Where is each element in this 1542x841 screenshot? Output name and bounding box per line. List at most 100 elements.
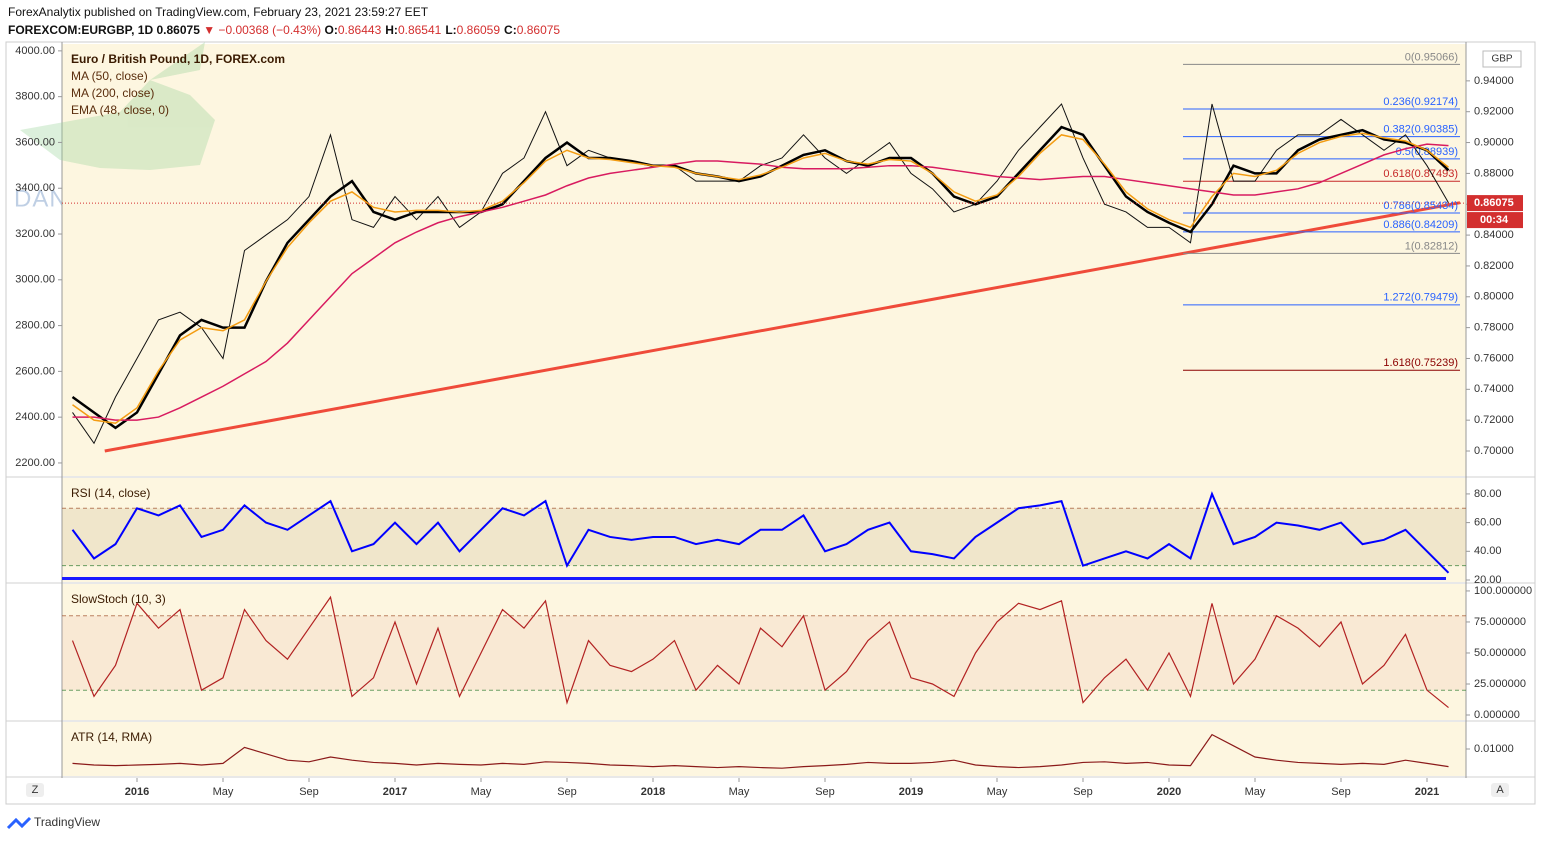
x-tick-label: 2018 (641, 786, 665, 798)
y2-tick-label: 4000.00 (15, 45, 55, 57)
y-tick-label: 80.00 (1474, 488, 1502, 500)
y-tick-label: 25.000000 (1474, 678, 1526, 690)
legend-entry: MA (200, close) (71, 86, 154, 100)
symbol: FOREXCOM:EURGBP, 1D (8, 23, 154, 37)
y-tick-label: 50.000000 (1474, 647, 1526, 659)
y-tick-label: 0.84000 (1474, 229, 1514, 241)
legend-entry: EMA (48, close, 0) (71, 103, 169, 117)
fib-label: 1.618(0.75239) (1383, 357, 1458, 369)
y2-tick-label: 3200.00 (15, 228, 55, 240)
y-tick-label: 0.80000 (1474, 291, 1514, 303)
frame (5, 41, 1536, 805)
indicator-line (72, 103, 1449, 445)
fib-label: 1.272(0.79479) (1383, 292, 1458, 304)
brand: TradingView (34, 815, 100, 829)
watermark-logo (20, 42, 215, 170)
ohlc-label: O: (324, 23, 338, 37)
button-label[interactable]: A (1496, 784, 1504, 796)
pane-background (62, 722, 1466, 776)
x-tick-label: Sep (557, 786, 577, 798)
y2-tick-label: 2600.00 (15, 365, 55, 377)
pane-title: ATR (14, RMA) (71, 730, 152, 744)
x-tick-label: May (213, 786, 234, 798)
countdown-tag (1467, 212, 1523, 229)
fib-label: 0.886(0.84209) (1383, 219, 1458, 231)
price-tag (1467, 195, 1523, 212)
button-label[interactable]: Z (32, 784, 39, 796)
ohlc-value: 0.86541 (397, 23, 442, 37)
y2-tick-label: 2200.00 (15, 457, 55, 469)
y-tick-label: 0.000000 (1474, 709, 1520, 721)
axis-unit: GBP (1491, 54, 1512, 65)
button[interactable] (26, 783, 44, 797)
ohlc-label: H: (385, 23, 398, 37)
x-tick-label: May (471, 786, 492, 798)
x-tick-label: Sep (1331, 786, 1351, 798)
button[interactable] (1491, 783, 1509, 797)
indicator-line (71, 491, 1450, 574)
y2-tick-label: 2400.00 (15, 411, 55, 423)
x-tick-label: 2020 (1157, 786, 1181, 798)
band-fill (62, 508, 1466, 566)
x-tick-label: Sep (1073, 786, 1093, 798)
last: 0.86075 (156, 23, 200, 37)
y-tick-label: 0.82000 (1474, 260, 1514, 272)
y-tick-label: 0.78000 (1474, 322, 1514, 334)
y-tick-label: 75.000000 (1474, 616, 1526, 628)
x-tick-label: 2017 (383, 786, 407, 798)
x-tick-label: 2016 (125, 786, 149, 798)
pane-title: Euro / British Pound, 1D, FOREX.com (71, 52, 285, 66)
ohlc-value: 0.86059 (456, 23, 501, 37)
y-tick-label: 0.90000 (1474, 136, 1514, 148)
fib-label: 0(0.95066) (1405, 51, 1458, 63)
x-tick-label: May (729, 786, 750, 798)
ohlc: O:0.86443 H:0.86541 L:0.86059 C:0.86075 (325, 23, 565, 37)
y-tick-label: 0.72000 (1474, 414, 1514, 426)
y2-tick-label: 3400.00 (15, 182, 55, 194)
pane-title: SlowStoch (10, 3) (71, 592, 166, 606)
y-tick-label: 0.88000 (1474, 167, 1514, 179)
unit-box (1482, 50, 1522, 68)
y-tick-label: 0.76000 (1474, 352, 1514, 364)
y-tick-label: 0.92000 (1474, 106, 1514, 118)
x-tick-label: 2019 (899, 786, 923, 798)
change: ▼ −0.00368 (−0.43%) (203, 23, 322, 37)
fib-label: 0.382(0.90385) (1383, 124, 1458, 136)
pane-background (62, 584, 1466, 720)
ma-line (72, 132, 1449, 425)
ma-line (72, 143, 1449, 421)
y-tick-label: 60.00 (1474, 517, 1502, 529)
fib-label: 0.236(0.92174) (1383, 96, 1458, 108)
indicator-line (72, 733, 1449, 769)
x-tick-label: May (1245, 786, 1266, 798)
trendline (104, 201, 1461, 453)
ma-line (71, 125, 1450, 430)
y-tick-label: 100.000000 (1474, 585, 1532, 597)
y-tick-label: 20.00 (1474, 574, 1502, 586)
x-tick-label: Sep (815, 786, 835, 798)
y2-tick-label: 3800.00 (15, 91, 55, 103)
price-tag-label: 0.86075 (1474, 197, 1514, 209)
y-tick-label: 0.01000 (1474, 743, 1514, 755)
countdown-label: 00:34 (1480, 214, 1509, 226)
x-tick-label: Sep (299, 786, 319, 798)
brand-logo (6, 816, 32, 830)
legend-entry: MA (50, close) (71, 69, 148, 83)
fib-label: 1(0.82812) (1405, 240, 1458, 252)
ohlc-value: 0.86075 (516, 23, 561, 37)
ohlc-label: C: (504, 23, 517, 37)
pane-background (62, 44, 1466, 476)
x-tick-label: May (987, 786, 1008, 798)
publisher-line: ForexAnalytix published on TradingView.c… (8, 5, 429, 19)
symbol-line: FOREXCOM:EURGBP, 1D 0.86075 ▼ −0.00368 (… (8, 23, 564, 37)
y2-tick-label: 2800.00 (15, 319, 55, 331)
y2-tick-label: 3000.00 (15, 274, 55, 286)
ohlc-label: L: (445, 23, 457, 37)
fib-label: 0.618(0.87493) (1383, 168, 1458, 180)
ohlc-value: 0.86443 (337, 23, 382, 37)
y-tick-label: 0.94000 (1474, 75, 1514, 87)
x-tick-label: 2021 (1415, 786, 1439, 798)
fib-label: 0.5(0.88939) (1396, 146, 1458, 158)
